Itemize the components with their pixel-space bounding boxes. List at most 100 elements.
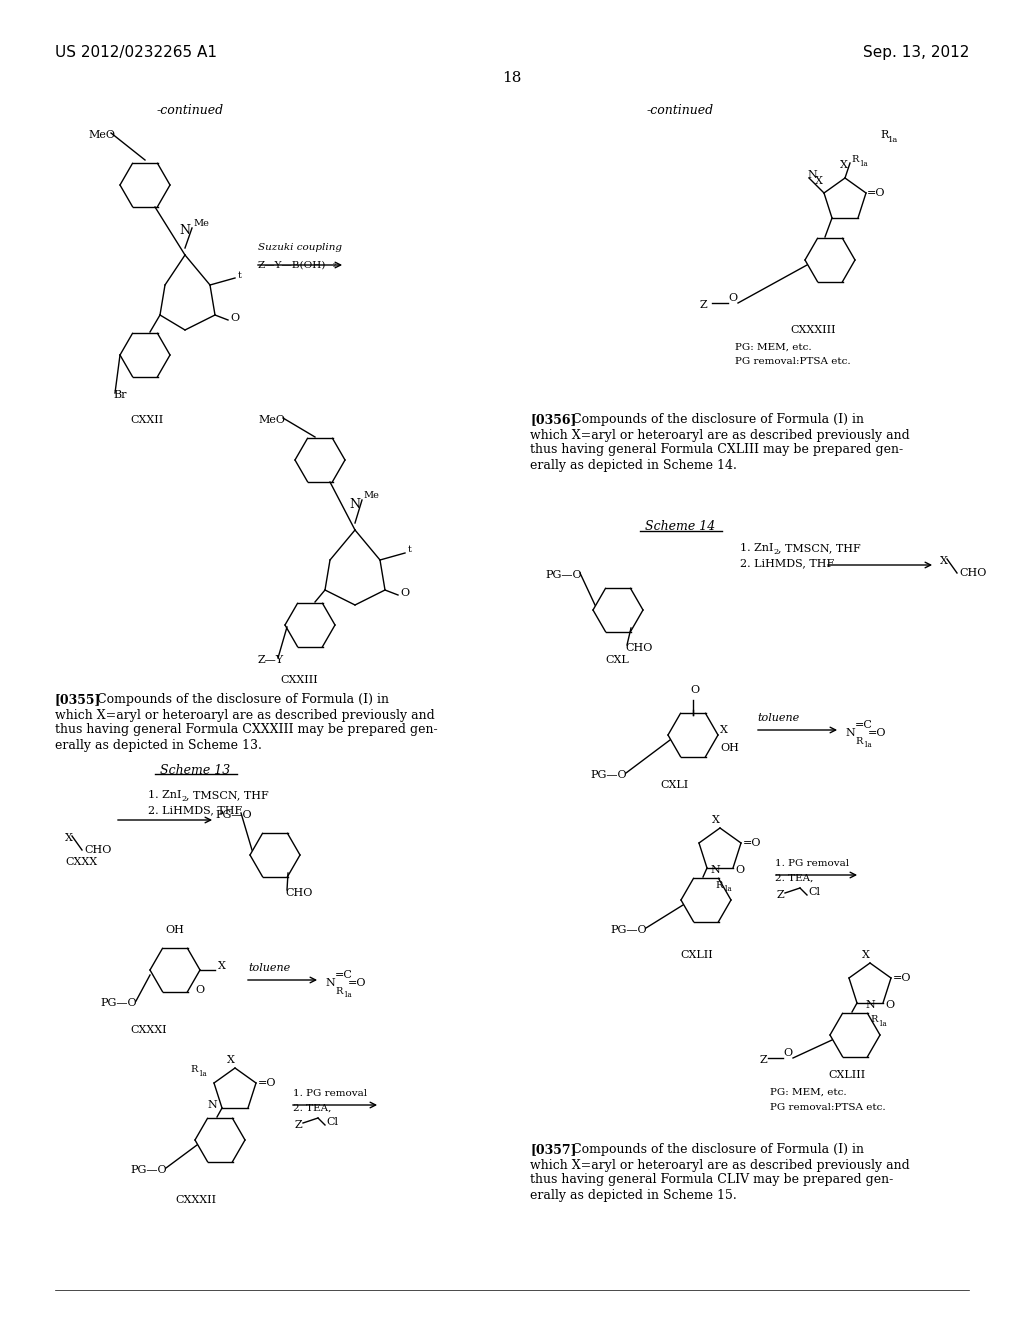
Text: t: t [408, 544, 412, 553]
Text: t: t [238, 271, 242, 280]
Text: 1. PG removal: 1. PG removal [775, 858, 849, 867]
Text: R: R [880, 129, 888, 140]
Text: Cl: Cl [808, 887, 820, 898]
Text: Z—Y: Z—Y [258, 655, 284, 665]
Text: Sep. 13, 2012: Sep. 13, 2012 [862, 45, 969, 59]
Text: O: O [885, 1001, 894, 1010]
Text: X: X [940, 556, 948, 566]
Text: which X=aryl or heteroaryl are as described previously and: which X=aryl or heteroaryl are as descri… [530, 429, 909, 441]
Text: O: O [195, 985, 204, 995]
Text: 1a: 1a [343, 991, 352, 999]
Text: X: X [227, 1055, 234, 1065]
Text: CXXXII: CXXXII [175, 1195, 216, 1205]
Text: PG: MEM, etc.: PG: MEM, etc. [735, 342, 812, 351]
Text: 2. TEA,: 2. TEA, [775, 874, 813, 883]
Text: Suzuki coupling: Suzuki coupling [258, 243, 342, 252]
Text: R: R [335, 986, 342, 995]
Text: Cl: Cl [326, 1117, 338, 1127]
Text: PG removal:PTSA etc.: PG removal:PTSA etc. [735, 358, 851, 367]
Text: O: O [230, 313, 240, 323]
Text: 1a: 1a [863, 741, 871, 748]
Text: 1a: 1a [888, 136, 898, 144]
Text: CXXXIII: CXXXIII [790, 325, 836, 335]
Text: 1. PG removal: 1. PG removal [293, 1089, 368, 1097]
Text: Z—Y—B(OH): Z—Y—B(OH) [258, 260, 327, 269]
Text: 1a: 1a [878, 1020, 887, 1028]
Text: [0357]: [0357] [530, 1143, 577, 1156]
Text: CHO: CHO [959, 568, 986, 578]
Text: toluene: toluene [757, 713, 800, 723]
Text: Scheme 14: Scheme 14 [645, 520, 715, 533]
Text: X: X [218, 961, 226, 972]
Text: O: O [400, 587, 410, 598]
Text: erally as depicted in Scheme 13.: erally as depicted in Scheme 13. [55, 738, 262, 751]
Text: =C: =C [855, 719, 872, 730]
Text: R: R [715, 880, 722, 890]
Text: Compounds of the disclosure of Formula (I) in: Compounds of the disclosure of Formula (… [572, 1143, 864, 1156]
Text: X: X [720, 725, 728, 735]
Text: PG—O: PG—O [130, 1166, 167, 1175]
Text: =O: =O [893, 973, 911, 983]
Text: erally as depicted in Scheme 15.: erally as depicted in Scheme 15. [530, 1188, 736, 1201]
Text: MeO: MeO [88, 129, 115, 140]
Text: MeO: MeO [258, 414, 285, 425]
Text: CXXX: CXXX [65, 857, 97, 867]
Text: Z: Z [700, 300, 708, 310]
Text: Br: Br [113, 389, 127, 400]
Text: thus having general Formula CXLIII may be prepared gen-: thus having general Formula CXLIII may b… [530, 444, 903, 457]
Text: Me: Me [362, 491, 379, 499]
Text: CHO: CHO [84, 845, 112, 855]
Text: 2: 2 [181, 795, 186, 803]
Text: 2: 2 [773, 548, 778, 556]
Text: X: X [65, 833, 73, 843]
Text: CHO: CHO [285, 888, 312, 898]
Text: 1. ZnI: 1. ZnI [740, 543, 773, 553]
Text: X: X [862, 950, 869, 960]
Text: X: X [815, 176, 823, 186]
Text: R: R [870, 1015, 878, 1024]
Text: -continued: -continued [157, 103, 223, 116]
Text: N: N [865, 1001, 874, 1010]
Text: thus having general Formula CXXXIII may be prepared gen-: thus having general Formula CXXXIII may … [55, 723, 437, 737]
Text: O: O [735, 865, 744, 875]
Text: N: N [349, 499, 360, 511]
Text: N: N [207, 1100, 217, 1110]
Text: 1a: 1a [198, 1071, 207, 1078]
Text: X: X [840, 160, 848, 170]
Text: [0355]: [0355] [55, 693, 101, 706]
Text: O: O [728, 293, 737, 304]
Text: Scheme 13: Scheme 13 [160, 763, 230, 776]
Text: 2. TEA,: 2. TEA, [293, 1104, 332, 1113]
Text: Z: Z [295, 1119, 303, 1130]
Text: OH: OH [720, 743, 739, 752]
Text: PG—O: PG—O [610, 925, 646, 935]
Text: CXXIII: CXXIII [280, 675, 317, 685]
Text: 2. LiHMDS, THF: 2. LiHMDS, THF [148, 805, 243, 814]
Text: R: R [190, 1065, 198, 1074]
Text: =O: =O [743, 838, 762, 847]
Text: CXLI: CXLI [660, 780, 688, 789]
Text: which X=aryl or heteroaryl are as described previously and: which X=aryl or heteroaryl are as descri… [55, 709, 435, 722]
Text: PG—O: PG—O [590, 770, 627, 780]
Text: 1a: 1a [723, 884, 732, 894]
Text: N: N [179, 223, 190, 236]
Text: Compounds of the disclosure of Formula (I) in: Compounds of the disclosure of Formula (… [572, 413, 864, 426]
Text: which X=aryl or heteroaryl are as described previously and: which X=aryl or heteroaryl are as descri… [530, 1159, 909, 1172]
Text: PG: MEM, etc.: PG: MEM, etc. [770, 1088, 847, 1097]
Text: X: X [712, 814, 720, 825]
Text: PG—O: PG—O [100, 998, 136, 1008]
Text: Compounds of the disclosure of Formula (I) in: Compounds of the disclosure of Formula (… [97, 693, 389, 706]
Text: US 2012/0232265 A1: US 2012/0232265 A1 [55, 45, 217, 59]
Text: R: R [855, 737, 862, 746]
Text: PG—O: PG—O [215, 810, 252, 820]
Text: 1a: 1a [859, 160, 867, 168]
Text: =O: =O [258, 1078, 276, 1088]
Text: Z: Z [760, 1055, 768, 1065]
Text: PG removal:PTSA etc.: PG removal:PTSA etc. [770, 1102, 886, 1111]
Text: ₂: ₂ [333, 261, 336, 269]
Text: N: N [325, 978, 335, 987]
Text: O: O [690, 685, 699, 696]
Text: , TMSCN, THF: , TMSCN, THF [778, 543, 861, 553]
Text: =C: =C [335, 970, 353, 979]
Text: CXL: CXL [605, 655, 629, 665]
